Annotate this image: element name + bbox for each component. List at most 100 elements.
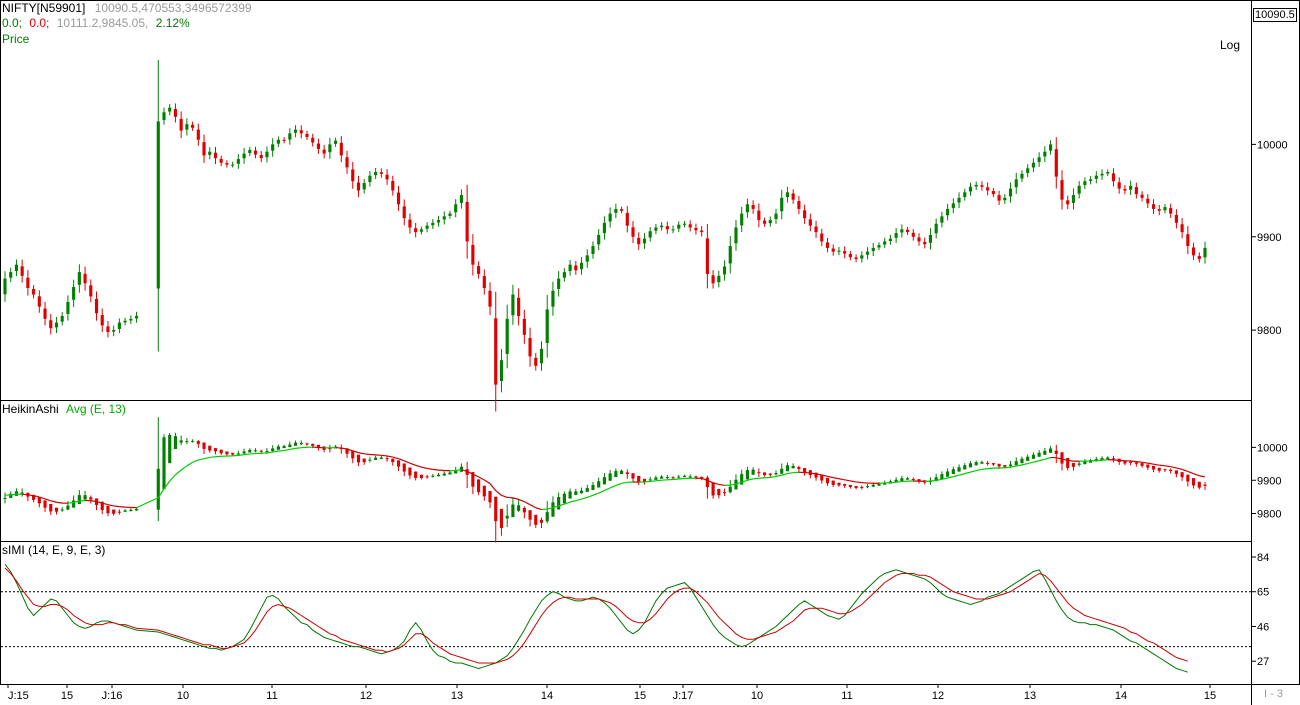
ha-body: [1151, 466, 1156, 470]
ha-avg-segment: [1044, 456, 1051, 460]
candle-body: [168, 107, 172, 112]
price-ytick-label: 10000: [1257, 139, 1288, 151]
candle-body: [89, 285, 93, 297]
ha-body: [562, 493, 566, 504]
ha-body: [803, 468, 807, 473]
ha-body: [454, 470, 458, 474]
x-tick-label: 11: [266, 690, 277, 702]
x-axis: J:15 15 J:16 10 11 12 13 14 15 J:17 10 11 12 13 14 15: [7, 684, 1216, 702]
ha-body: [100, 501, 104, 511]
candle-body: [213, 152, 218, 159]
candle-body: [196, 129, 200, 140]
ha-body: [751, 469, 755, 475]
ha-body: [43, 500, 47, 508]
candle-body: [248, 149, 252, 154]
ha-avg-segment: [655, 479, 662, 482]
candle-body: [980, 185, 984, 187]
ha-avg-segment: [673, 478, 679, 481]
ha-body: [106, 505, 110, 514]
ha-avg-segment: [981, 468, 988, 471]
candle-body: [803, 210, 807, 219]
candle-body: [179, 118, 183, 131]
candle-body: [345, 157, 349, 168]
candle-body: [488, 290, 492, 307]
ha-avg-segment: [163, 480, 171, 490]
ha-body: [368, 459, 372, 461]
ha-body: [934, 477, 938, 482]
ha-avg-segment: [358, 452, 365, 455]
ha-avg-segment: [598, 489, 605, 494]
ha-body: [191, 440, 195, 442]
ha-avg-segment: [1147, 462, 1154, 465]
ha-body: [591, 484, 595, 490]
candle-body: [1008, 188, 1013, 197]
candle-body: [705, 238, 709, 274]
ha-avg-segment: [764, 476, 771, 479]
ha-body: [911, 478, 915, 480]
ha-avg-segment: [102, 502, 109, 506]
ha-body: [219, 449, 223, 454]
candle-body: [700, 230, 704, 233]
candle-body: [1191, 247, 1196, 256]
candle-body: [26, 277, 30, 288]
header-value-b: 0.0;: [29, 16, 50, 30]
ha-avg-segment: [615, 482, 622, 486]
ha-body: [49, 504, 53, 512]
ha-avg-segment: [238, 454, 245, 456]
ha-avg-segment: [850, 480, 857, 483]
ha-body: [1180, 472, 1184, 478]
ha-body: [905, 478, 910, 480]
ha-avg-segment: [192, 459, 199, 463]
candle-body: [1014, 179, 1018, 188]
candle-body: [557, 278, 561, 289]
ha-body: [259, 450, 263, 452]
ha-avg-segment: [524, 501, 531, 506]
ha-body: [654, 477, 658, 480]
ha-body: [396, 460, 401, 467]
candle-body: [83, 273, 87, 284]
candle-body: [494, 318, 498, 385]
candle-body: [1094, 175, 1098, 179]
ha-avg-segment: [775, 474, 782, 478]
ha-body: [311, 443, 315, 446]
ha-avg-segment: [404, 460, 411, 464]
ha-body: [37, 497, 41, 504]
candle-body: [905, 229, 910, 233]
ha-avg-segment: [815, 473, 822, 476]
candle-body: [225, 163, 229, 165]
candle-body: [288, 133, 292, 140]
ha-body: [974, 462, 978, 466]
ha-avg-segment: [44, 498, 51, 502]
ha-body: [637, 475, 641, 482]
ha-body: [385, 458, 389, 460]
ha-body: [797, 467, 801, 469]
ha-body: [356, 454, 361, 463]
ha-avg-segment: [581, 496, 588, 500]
ha-body: [946, 471, 950, 477]
ha-avg-segment: [10, 493, 17, 496]
ha-avg-segment: [947, 476, 954, 479]
ha-avg-segment: [56, 501, 63, 504]
candle-body: [43, 308, 47, 319]
ha-body: [117, 511, 121, 513]
ha-body: [734, 479, 738, 490]
candle-body: [123, 320, 127, 323]
ha-ytick-label: 10000: [1257, 442, 1288, 454]
ha-avg-segment: [787, 472, 794, 475]
ha-body: [1140, 463, 1144, 466]
ha-body: [1043, 450, 1047, 455]
ha-body: [517, 505, 521, 511]
ha-avg-segment: [392, 456, 399, 460]
candle-body: [20, 266, 24, 276]
ha-avg-segment: [1199, 475, 1206, 478]
ha-body: [1100, 458, 1104, 461]
candle-body: [517, 297, 521, 317]
ha-body: [957, 467, 961, 472]
ha-avg-segment: [838, 478, 845, 481]
ha-body: [848, 484, 852, 487]
imi-line: [4, 563, 1188, 673]
imi-ytick-label: 84: [1257, 552, 1269, 564]
ha-avg-segment: [1033, 460, 1040, 463]
ha-avg-segment: [73, 500, 80, 504]
